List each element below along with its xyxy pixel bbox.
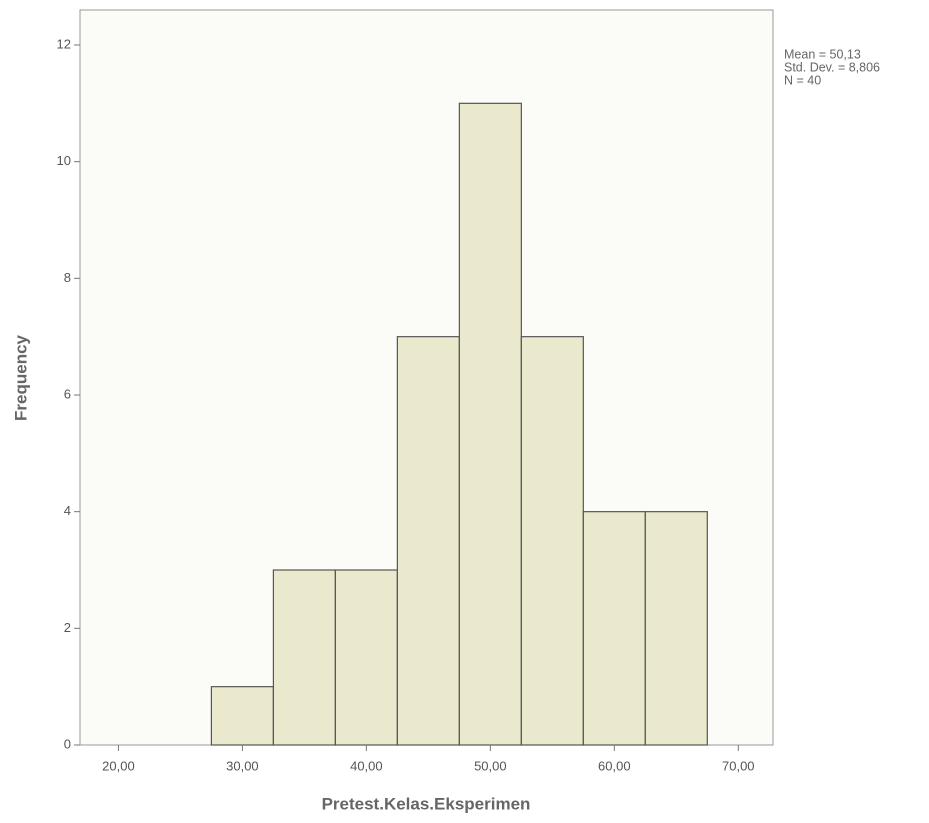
y-tick-label: 2 [64,620,71,635]
x-tick-label: 70,00 [722,758,755,773]
x-tick-label: 60,00 [598,758,631,773]
bar [272,569,336,746]
y-tick-label: 4 [64,503,71,518]
bar [210,686,274,746]
stats-note: N = 40 [784,73,821,87]
bar [458,102,522,746]
x-tick-label: 40,00 [350,758,383,773]
x-axis-title: Pretest.Kelas.Eksperimen [322,794,531,813]
stats-note: Std. Dev. = 8,806 [784,60,880,74]
y-tick-label: 0 [64,736,71,751]
y-tick-label: 12 [57,36,71,51]
x-tick-label: 50,00 [474,758,507,773]
bar [334,569,398,746]
y-tick-label: 6 [64,386,71,401]
stats-note: Mean = 50,13 [784,47,861,61]
bar [396,336,460,746]
bar [520,336,584,746]
y-tick-label: 8 [64,270,71,285]
bar [582,511,646,746]
x-tick-label: 20,00 [102,758,135,773]
y-tick-label: 10 [57,153,71,168]
x-tick-label: 30,00 [226,758,259,773]
bar [644,511,708,746]
y-axis-title: Frequency [11,334,30,421]
